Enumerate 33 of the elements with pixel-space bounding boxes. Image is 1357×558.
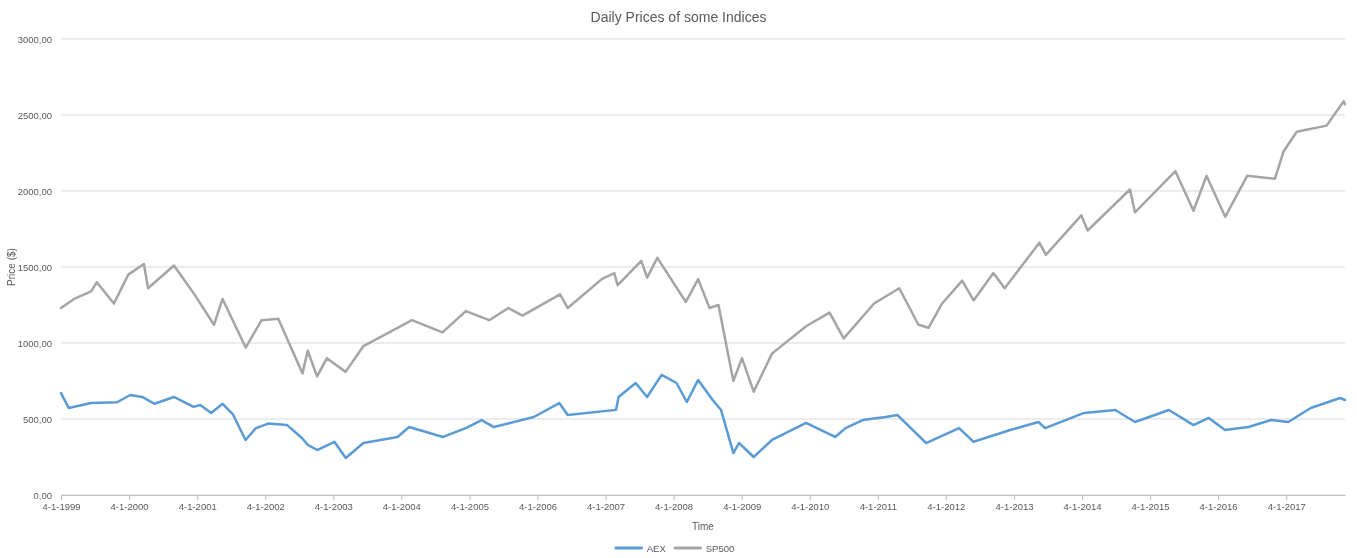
y-tick-label: 1000,00 (17, 337, 52, 349)
x-tick-label: 4-1-2002 (246, 500, 285, 512)
x-tick-label: 4-1-2017 (1267, 500, 1306, 512)
x-tick-label: 4-1-2011 (859, 500, 897, 512)
x-tick-label: 4-1-2008 (655, 500, 694, 512)
x-tick-label: 4-1-2012 (927, 500, 966, 512)
x-tick-label: 4-1-2000 (110, 500, 149, 512)
x-tick-label: 4-1-2006 (519, 500, 558, 512)
x-tick-label: 4-1-2016 (1199, 500, 1238, 512)
y-tick-label: 2500,00 (17, 109, 52, 121)
x-tick-label: 4-1-2013 (995, 500, 1034, 512)
x-tick-label: 4-1-2015 (1131, 500, 1170, 512)
x-axis-title: Time (692, 521, 715, 532)
x-tick-label: 4-1-2004 (382, 500, 421, 512)
x-tick-label: 4-1-2010 (791, 500, 830, 512)
x-tick-label: 4-1-2005 (450, 500, 490, 512)
y-axis-title: Price ($) (6, 248, 17, 286)
x-tick-label: 4-1-2001 (178, 500, 217, 512)
x-tick-label: 4-1-2007 (587, 500, 626, 512)
y-tick-label: 0,00 (33, 489, 52, 501)
x-tick-label: 4-1-2009 (723, 500, 762, 512)
chart-title: Daily Prices of some Indices (590, 9, 767, 25)
y-tick-label: 500,00 (22, 413, 52, 425)
y-tick-label: 3000,00 (17, 33, 52, 45)
x-tick-label: 4-1-2014 (1063, 500, 1102, 512)
x-tick-label: 4-1-2003 (314, 500, 353, 512)
legend-label: AEX (646, 542, 667, 554)
line-series (59, 100, 1347, 393)
y-tick-label: 2000,00 (17, 185, 52, 197)
legend-label: SP500 (705, 542, 735, 554)
x-tick-label: 4-1-1999 (42, 500, 81, 512)
y-tick-label: 1500,00 (17, 261, 52, 273)
line-series (59, 373, 1347, 460)
